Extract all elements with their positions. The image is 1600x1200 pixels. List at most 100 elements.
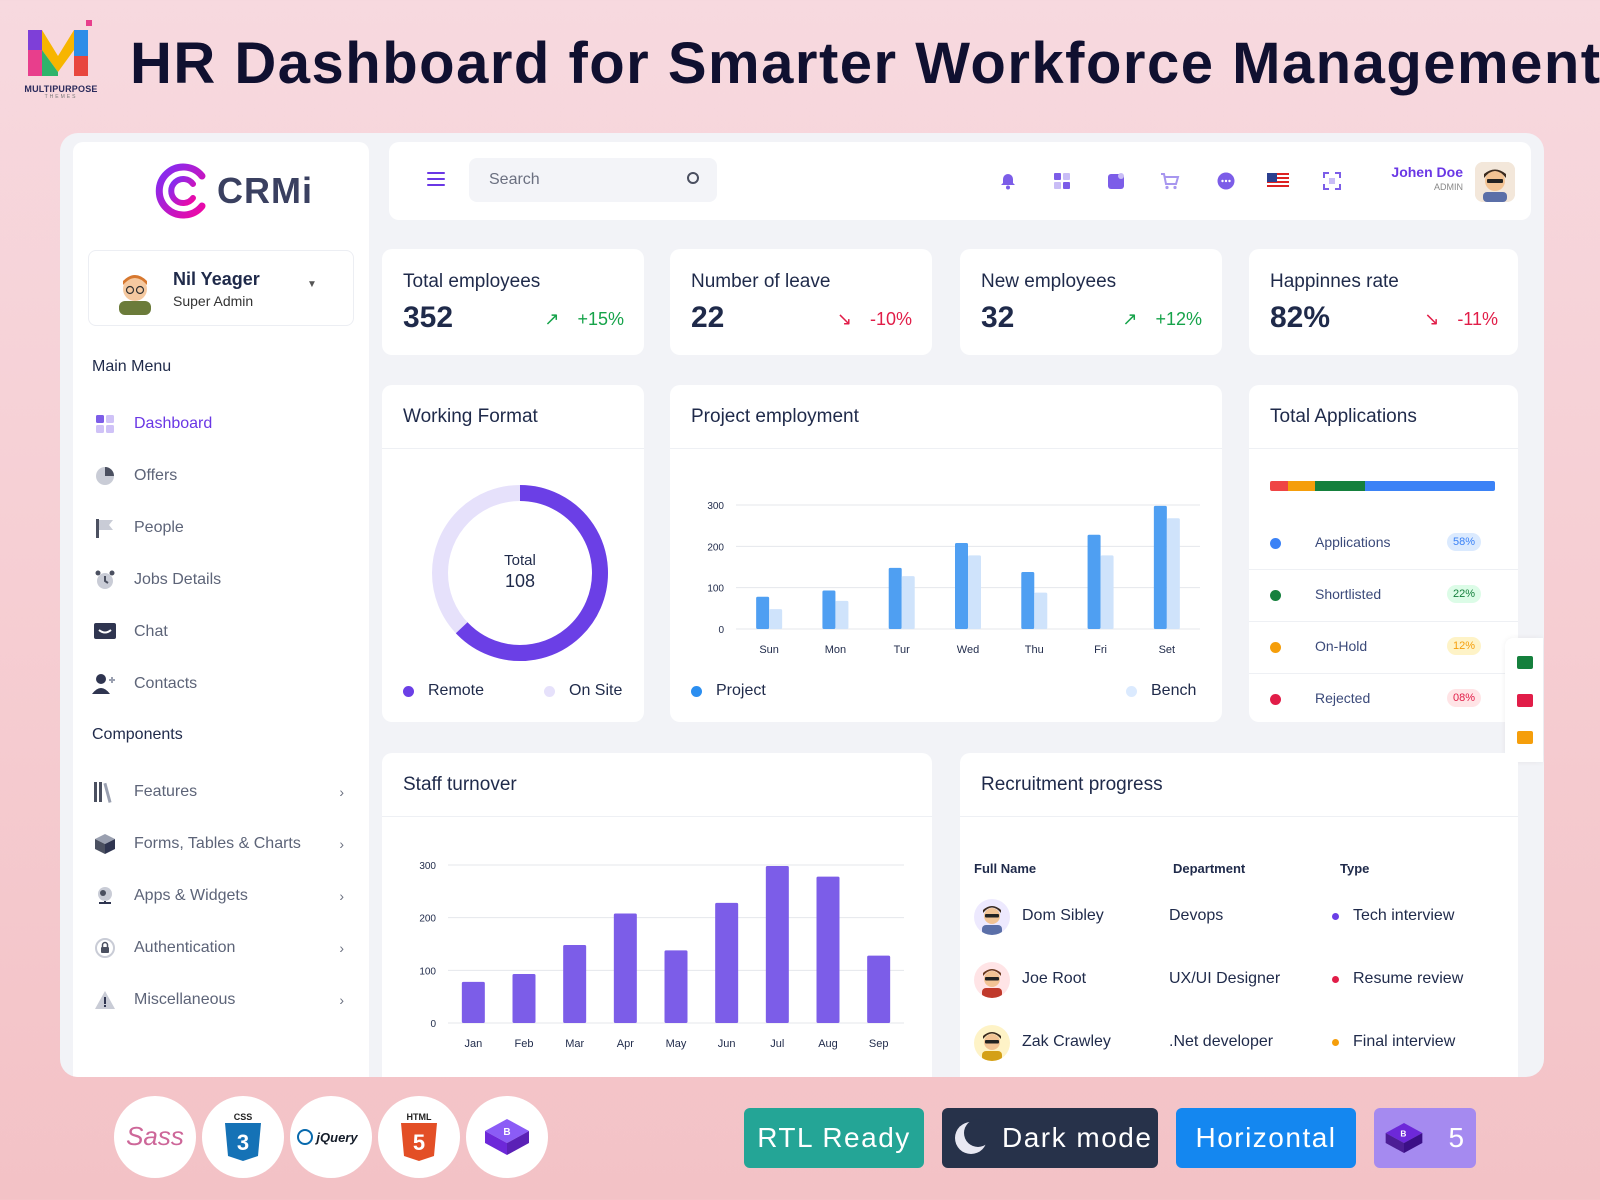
chevron-right-icon: › [339, 836, 344, 852]
rejected-row[interactable]: Rejected 08% [1249, 674, 1518, 726]
menu-toggle-icon[interactable] [427, 172, 445, 186]
bar-value[interactable] [512, 974, 536, 1023]
candidate-name: Dom Sibley [1022, 907, 1104, 924]
status-dot [1332, 1038, 1339, 1046]
messages-icon[interactable] [1517, 731, 1533, 744]
table-row[interactable]: Zak Crawley .Net developer Final intervi… [974, 1021, 1494, 1069]
topbar-user-name: Johen Doe [1391, 164, 1463, 180]
bar-value[interactable] [715, 902, 739, 1023]
chat-icon [92, 619, 118, 645]
chevron-right-icon: › [339, 992, 344, 1008]
bar-project[interactable] [756, 596, 770, 629]
search-input[interactable]: Search [469, 158, 717, 202]
applications-row[interactable]: Applications 58% [1249, 518, 1518, 570]
legend-onsite: On Site [544, 682, 622, 700]
bar-project[interactable] [1087, 534, 1101, 629]
column-header-department[interactable]: Department [1173, 861, 1246, 876]
sidebar-item-miscellaneous[interactable]: Miscellaneous › [92, 983, 352, 1017]
column-header-full-name[interactable]: Full Name [974, 861, 1037, 876]
image-icon[interactable] [1517, 694, 1533, 707]
cart-icon[interactable] [1159, 170, 1181, 192]
css3-icon: CSS 3 [202, 1096, 284, 1178]
candidate-department: UX/UI Designer [1169, 970, 1281, 987]
shortlisted-row[interactable]: Shortlisted 22% [1249, 570, 1518, 622]
sidebar-item-apps-widgets[interactable]: Apps & Widgets › [92, 879, 352, 913]
bar-bench[interactable] [835, 600, 849, 629]
bar-project[interactable] [1021, 571, 1035, 629]
on-hold-row[interactable]: On-Hold 12% [1249, 622, 1518, 674]
chat-bubble-icon[interactable] [1215, 170, 1237, 192]
bar-bench[interactable] [968, 555, 981, 629]
stat-label: New employees [981, 271, 1117, 292]
bar-value[interactable] [613, 913, 637, 1023]
row-label: On-Hold [1315, 638, 1368, 654]
apps-icon[interactable] [1051, 170, 1073, 192]
x-tick-label: Mon [825, 644, 846, 656]
bar-value[interactable] [664, 950, 688, 1023]
bar-project[interactable] [1153, 505, 1167, 629]
topbar-user-role: ADMIN [1434, 182, 1463, 192]
add-user-icon [92, 671, 118, 697]
legend-project: Project [691, 682, 766, 700]
sidebar-item-label: People [134, 519, 184, 536]
percent-badge: 58% [1447, 533, 1482, 551]
status-dot [1270, 694, 1281, 705]
bar-bench[interactable] [769, 609, 783, 629]
sidebar-item-forms-tables-charts[interactable]: Forms, Tables & Charts › [92, 827, 352, 861]
chevron-right-icon: › [339, 940, 344, 956]
sidebar-item-jobs-details[interactable]: Jobs Details [92, 563, 352, 597]
bar-project[interactable] [955, 543, 968, 629]
fullscreen-icon[interactable] [1321, 170, 1343, 192]
badge-label: Dark mode [1002, 1122, 1153, 1153]
column-header-type[interactable]: Type [1340, 861, 1370, 876]
bar-value[interactable] [765, 866, 789, 1023]
bar-bench[interactable] [1034, 592, 1048, 629]
bar-bench[interactable] [1100, 555, 1114, 629]
bar-bench[interactable] [1166, 518, 1180, 629]
table-row[interactable]: Joe Root UX/UI Designer Resume review [974, 958, 1494, 1006]
chevron-down-icon[interactable]: ▼ [307, 279, 317, 290]
user-profile-card[interactable]: Nil Yeager Super Admin ▼ [88, 250, 354, 326]
money-icon[interactable] [1517, 656, 1533, 669]
bar-value[interactable] [867, 955, 891, 1023]
bell-icon[interactable] [997, 170, 1019, 192]
sidebar-item-features[interactable]: Features › [92, 775, 352, 809]
sidebar-item-dashboard[interactable]: Dashboard [92, 407, 352, 441]
bar-value[interactable] [563, 945, 587, 1023]
topbar-avatar[interactable] [1475, 162, 1515, 202]
sidebar-item-people[interactable]: People [92, 511, 352, 545]
table-row[interactable]: Dom Sibley Devops Tech interview [974, 895, 1494, 943]
bar-bench[interactable] [901, 576, 915, 629]
bar-project[interactable] [888, 567, 902, 629]
bar-value[interactable] [461, 981, 485, 1023]
staff-turnover-chart: 0 100 200 300 Jan Feb Mar Apr May Jun Jul Aug Sep [419, 861, 904, 1050]
svg-text:3: 3 [237, 1130, 249, 1155]
topbar-user[interactable]: Johen Doe ADMIN [1357, 164, 1463, 192]
legend-swatch [403, 685, 414, 697]
sidebar-item-authentication[interactable]: Authentication › [92, 931, 352, 965]
css-label: CSS [234, 1112, 253, 1122]
bar-value[interactable] [816, 876, 840, 1023]
sidebar-item-chat[interactable]: Chat [92, 615, 352, 649]
sidebar-item-label: Forms, Tables & Charts [134, 835, 301, 852]
donut-center-value: 108 [505, 571, 535, 591]
sidebar-item-label: Miscellaneous [134, 991, 236, 1008]
app-logo[interactable]: CRMi [153, 162, 313, 220]
type-label: Resume review [1353, 970, 1464, 987]
stat-value: 22 [691, 301, 725, 334]
candidate-department: .Net developer [1169, 1033, 1274, 1050]
sidebar-item-label: Apps & Widgets [134, 887, 248, 904]
candidate-department: Devops [1169, 907, 1224, 924]
us-flag-icon[interactable] [1267, 170, 1289, 192]
row-label: Rejected [1315, 690, 1371, 706]
sidebar-item-contacts[interactable]: Contacts [92, 667, 352, 701]
bar-project[interactable] [822, 590, 836, 629]
sidebar-item-label: Features [134, 783, 198, 800]
search-icon[interactable] [687, 172, 699, 184]
sidebar-item-offers[interactable]: Offers [92, 459, 352, 493]
working-format-donut: Total 108 [432, 485, 608, 661]
legend-swatch [691, 685, 702, 697]
jquery-icon: jQuery [290, 1096, 372, 1178]
note-icon[interactable] [1105, 170, 1127, 192]
x-tick-label: Jun [718, 1038, 736, 1050]
